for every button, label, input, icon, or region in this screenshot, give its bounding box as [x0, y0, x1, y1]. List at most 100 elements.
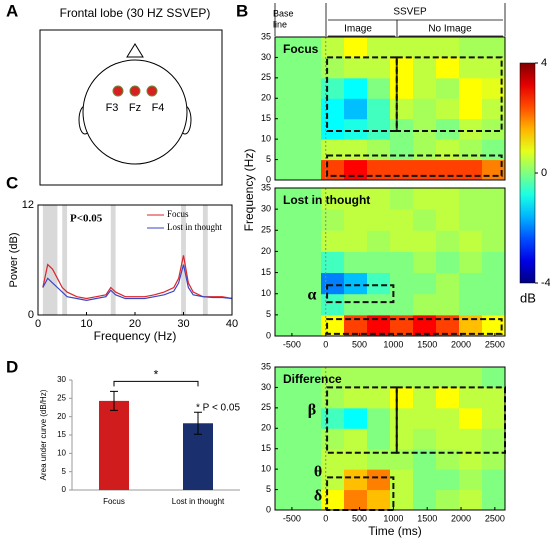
- heatmap-cell: [367, 489, 391, 511]
- heatmap-cell: [298, 209, 322, 231]
- x-tick-label: -500: [283, 513, 301, 523]
- heatmap-cell: [275, 428, 299, 450]
- heatmap-cell: [459, 98, 483, 120]
- colorbar-tick-label: 0: [541, 167, 547, 179]
- heatmap-cell: [413, 230, 437, 252]
- heatmap-cell: [390, 367, 414, 388]
- heatmap-cell: [344, 57, 368, 79]
- heatmap-cell: [413, 57, 437, 79]
- band-label: δ: [314, 488, 322, 505]
- heatmap-cell: [459, 139, 483, 161]
- heatmap-cell: [275, 77, 299, 99]
- x-tick-label: 40: [226, 318, 238, 330]
- map-title: Lost in thought: [283, 193, 370, 207]
- heatmap-cell: [321, 159, 345, 181]
- heatmap-cell: [390, 230, 414, 252]
- y-tick-label: 25: [261, 72, 271, 82]
- heatmap-cell: [482, 469, 506, 491]
- heatmap-cell: [459, 272, 483, 295]
- heatmap-cell: [298, 159, 322, 181]
- heatmap-cell: [390, 77, 414, 99]
- heatmap-cell: [413, 37, 437, 58]
- y-tick-label: 10: [261, 464, 271, 474]
- heatmap-cell: [459, 37, 483, 58]
- heatmap-cell: [436, 314, 460, 337]
- axes-frame: [274, 36, 506, 181]
- heatmap-cell: [459, 118, 483, 140]
- heatmap-cell: [482, 272, 506, 295]
- y-tick-label: 0: [266, 504, 271, 514]
- heatmap-cell: [436, 77, 460, 99]
- x-tick-label: 2500: [485, 513, 505, 523]
- heatmap-cell: [482, 428, 506, 450]
- roi-box: [395, 56, 503, 132]
- heatmap-cell: [436, 37, 460, 58]
- heatmap-cell: [298, 37, 322, 58]
- heatmap-cell: [482, 387, 506, 409]
- electrode: [129, 85, 141, 97]
- head: [82, 59, 188, 165]
- heatmap-cell: [298, 293, 322, 316]
- y-tick-label: 25: [261, 225, 271, 235]
- heatmap-cell: [275, 57, 299, 79]
- shaded-range: [62, 205, 68, 315]
- heatmap-cell: [459, 314, 483, 337]
- y-tick-label: 20: [261, 246, 271, 256]
- y-tick-label: 5: [266, 154, 271, 164]
- axes-frame: [274, 366, 506, 511]
- y-tick-label: 10: [261, 134, 271, 144]
- heatmap-cell: [436, 118, 460, 140]
- x-tick-label: Focus: [103, 497, 125, 506]
- colorbar-tick-label: 4: [541, 57, 547, 69]
- heatmap-cell: [459, 367, 483, 388]
- y-axis-label: Power (dB): [8, 232, 20, 287]
- heatmap-cell: [413, 159, 437, 181]
- roi-box: [326, 154, 503, 177]
- heatmap-cell: [298, 230, 322, 252]
- heatmap-cell: [344, 448, 368, 470]
- heatmap-cell: [344, 272, 368, 295]
- y-tick-label: 30: [261, 52, 271, 62]
- y-tick-label: 15: [261, 267, 271, 277]
- heatmap-cell: [344, 407, 368, 429]
- heatmap-cell: [344, 367, 368, 388]
- heatmap-cell: [482, 489, 506, 511]
- shaded-range: [181, 205, 186, 315]
- x-tick-label: 1000: [383, 513, 403, 523]
- panel-label: A: [6, 1, 18, 20]
- heatmap-cell: [390, 469, 414, 491]
- heatmap-cell: [390, 37, 414, 58]
- heatmap-cell: [275, 188, 299, 210]
- heatmap-cell: [344, 387, 368, 409]
- heatmap-cell: [413, 188, 437, 210]
- shaded-range: [42, 205, 58, 315]
- band-label: β: [308, 402, 316, 419]
- heatmap-cell: [436, 139, 460, 161]
- heatmap-cell: [436, 387, 460, 409]
- panel-label: B: [236, 1, 248, 20]
- heatmap-cell: [436, 293, 460, 316]
- heatmap-cell: [459, 251, 483, 274]
- error-bar: [194, 411, 202, 435]
- heatmap-cell: [482, 293, 506, 316]
- annotation: * P < 0.05: [196, 403, 240, 414]
- heatmap-cell: [390, 139, 414, 161]
- heatmap-cell: [413, 118, 437, 140]
- heatmap-cell: [344, 118, 368, 140]
- heatmap-cell: [275, 118, 299, 140]
- y-tick-label: 35: [261, 361, 271, 371]
- heatmap-cell: [459, 188, 483, 210]
- roi-box: [326, 476, 395, 512]
- y-tick-label: 0: [266, 174, 271, 184]
- y-axis-label: Frequency (Hz): [242, 149, 256, 232]
- y-tick-label: 30: [261, 204, 271, 214]
- heatmap-cell: [321, 489, 345, 511]
- heatmap-cell: [367, 367, 391, 388]
- shaded-range: [202, 205, 208, 315]
- frame: [39, 29, 223, 186]
- x-tick-label: 1500: [417, 513, 437, 523]
- heatmap-cell: [275, 314, 299, 337]
- y-tick-label: 25: [261, 402, 271, 412]
- annotation: P<0.05: [70, 213, 103, 225]
- heatmap-cell: [321, 37, 345, 58]
